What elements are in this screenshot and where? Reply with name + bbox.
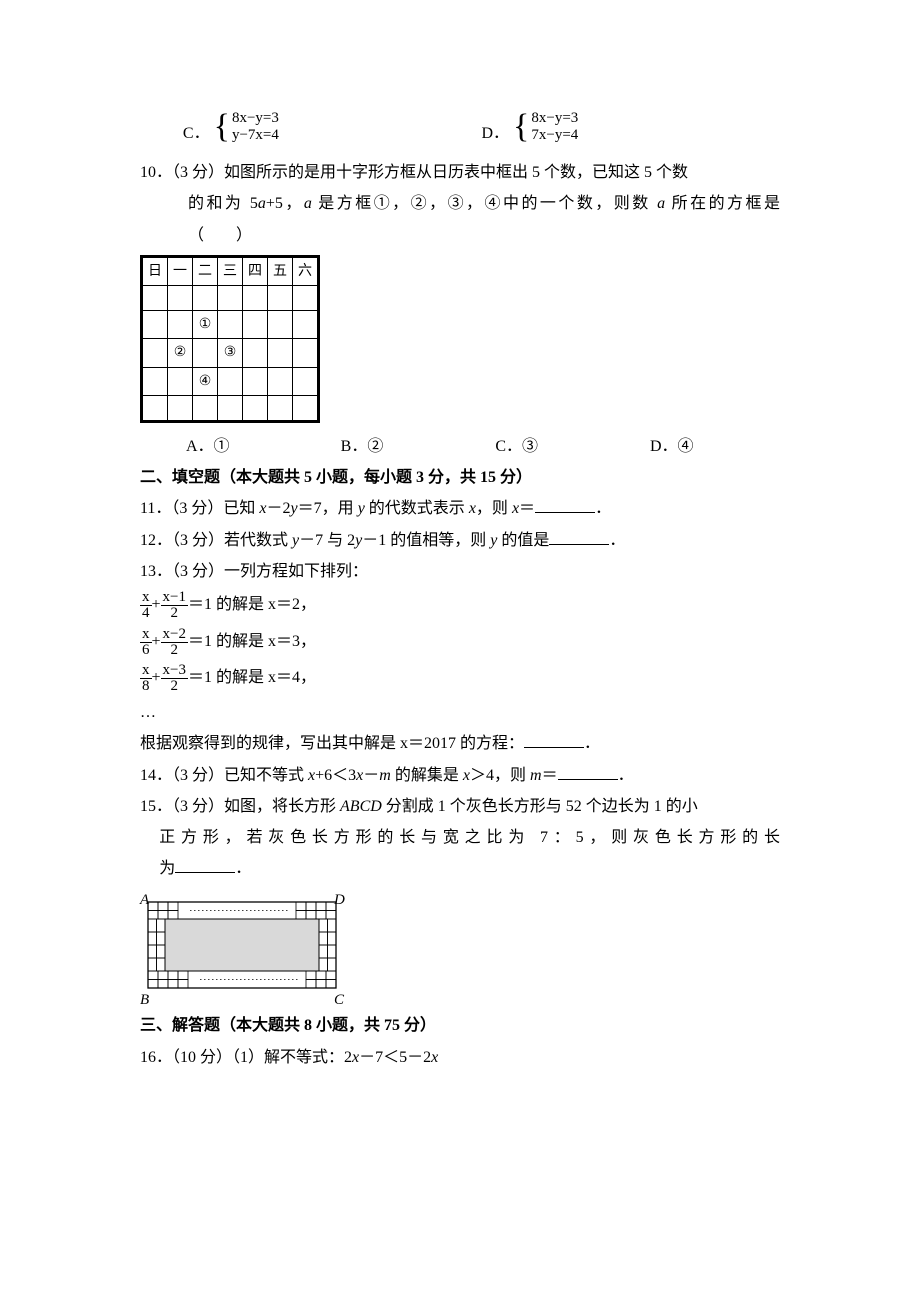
cal-mark-1: ① [193,311,218,339]
q13-blank [524,733,584,748]
cal-hdr-5: 五 [268,256,293,285]
section-3-header: 三、解答题（本大题共 8 小题，共 75 分） [140,1010,780,1041]
question-12: 12．（3 分）若代数式 y－7 与 2y－1 的值相等，则 y 的值是． [140,525,780,556]
q15-figure: A D B C [140,890,340,1002]
q13-row-3: x8+x−32＝1 的解是 x＝4， [140,660,780,697]
figure-label-d: D [334,886,345,915]
question-16: 16．（10 分）（1）解不等式：2x－7＜5－2x [140,1042,780,1073]
q10-opt-a: A．① [186,431,306,462]
q10-line1: 10．（3 分）如图所示的是用十字形方框从日历表中框出 5 个数，已知这 5 个… [188,157,780,188]
cal-mark-4: ④ [193,367,218,395]
q14-blank [558,764,618,779]
q10-opt-d: D．④ [650,431,770,462]
q10-opt-b: B．② [341,431,461,462]
cal-hdr-6: 六 [293,256,319,285]
q12-blank [549,529,609,544]
cal-mark-3: ③ [218,339,243,367]
q15-blank [175,858,235,873]
question-10: 10．（3 分）如图所示的是用十字形方框从日历表中框出 5 个数，已知这 5 个… [140,157,780,251]
q13-tail: 根据观察得到的规律，写出其中解是 x＝2017 的方程：． [140,728,780,759]
q10-options: A．① B．② C．③ D．④ [140,431,780,462]
q15-line2: 正方形，若灰色长方形的长与宽之比为 7：5，则灰色长方形的长 [159,822,780,853]
option-d-system: { 8x−y=3 7x−y=4 [513,110,578,144]
question-11: 11．（3 分）已知 x－2y＝7，用 y 的代数式表示 x，则 x＝． [140,493,780,524]
q12-a: 12．（3 分）若代数式 [140,532,292,549]
option-c: C． { 8x−y=3 y−7x=4 [183,110,482,149]
section-2-header: 二、填空题（本大题共 5 小题，每小题 3 分，共 15 分） [140,462,780,493]
cal-hdr-0: 日 [142,256,168,285]
cal-hdr-4: 四 [243,256,268,285]
q10-opt-c: C．③ [495,431,615,462]
figure-label-a: A [140,886,149,915]
q12-mid: 与 [323,532,347,549]
figure-label-c: C [334,986,344,1015]
option-c-eq2: y−7x=4 [232,127,279,144]
q11-a: 11．（3 分）已知 [140,500,259,517]
brace-icon: { [214,110,230,144]
q12-tail: ． [609,532,625,549]
q11-b: ，用 y 的代数式表示 x，则 x＝ [322,500,535,517]
option-c-label: C． [183,110,210,149]
option-d: D． { 8x−y=3 7x−y=4 [481,110,780,149]
option-c-eq1: 8x−y=3 [232,110,279,127]
figure-label-b: B [140,986,149,1015]
cal-hdr-1: 一 [168,256,193,285]
q11-tail: ． [595,500,611,517]
q13-dots: … [140,697,780,728]
q10-line3: （ ） [188,220,780,251]
rectangle-diagram-icon [140,890,340,1002]
q15-line3: 为． [159,853,780,884]
q12-b: 的值相等，则 y 的值是 [386,532,549,549]
cal-hdr-3: 三 [218,256,243,285]
option-d-eq1: 8x−y=3 [531,110,578,127]
question-14: 14．（3 分）已知不等式 x+6＜3x－m 的解集是 x＞4，则 m＝． [140,760,780,791]
q11-blank [535,498,595,513]
brace-icon: { [513,110,529,144]
option-d-label: D． [481,110,509,149]
q13-row-2: x6+x−22＝1 的解是 x＝3， [140,624,780,661]
option-c-system: { 8x−y=3 y−7x=4 [214,110,279,144]
cal-hdr-2: 二 [193,256,218,285]
q13-row-1: x4+x−12＝1 的解是 x＝2， [140,587,780,624]
question-15: 15．（3 分）如图，将长方形 ABCD 分割成 1 个灰色长方形与 52 个边… [140,791,780,822]
calendar-table: 日 一 二 三 四 五 六 ① ②③ ④ [140,255,320,423]
q10-line2: 的和为 5a+5，a 是方框①，②，③，④中的一个数，则数 a 所在的方框是 [188,188,780,219]
cal-mark-2: ② [168,339,193,367]
question-13-head: 13．（3 分）一列方程如下排列： [140,556,780,587]
option-d-eq2: 7x−y=4 [531,127,578,144]
options-row-cd: C． { 8x−y=3 y−7x=4 D． { 8x−y=3 7x−y=4 [140,110,780,149]
